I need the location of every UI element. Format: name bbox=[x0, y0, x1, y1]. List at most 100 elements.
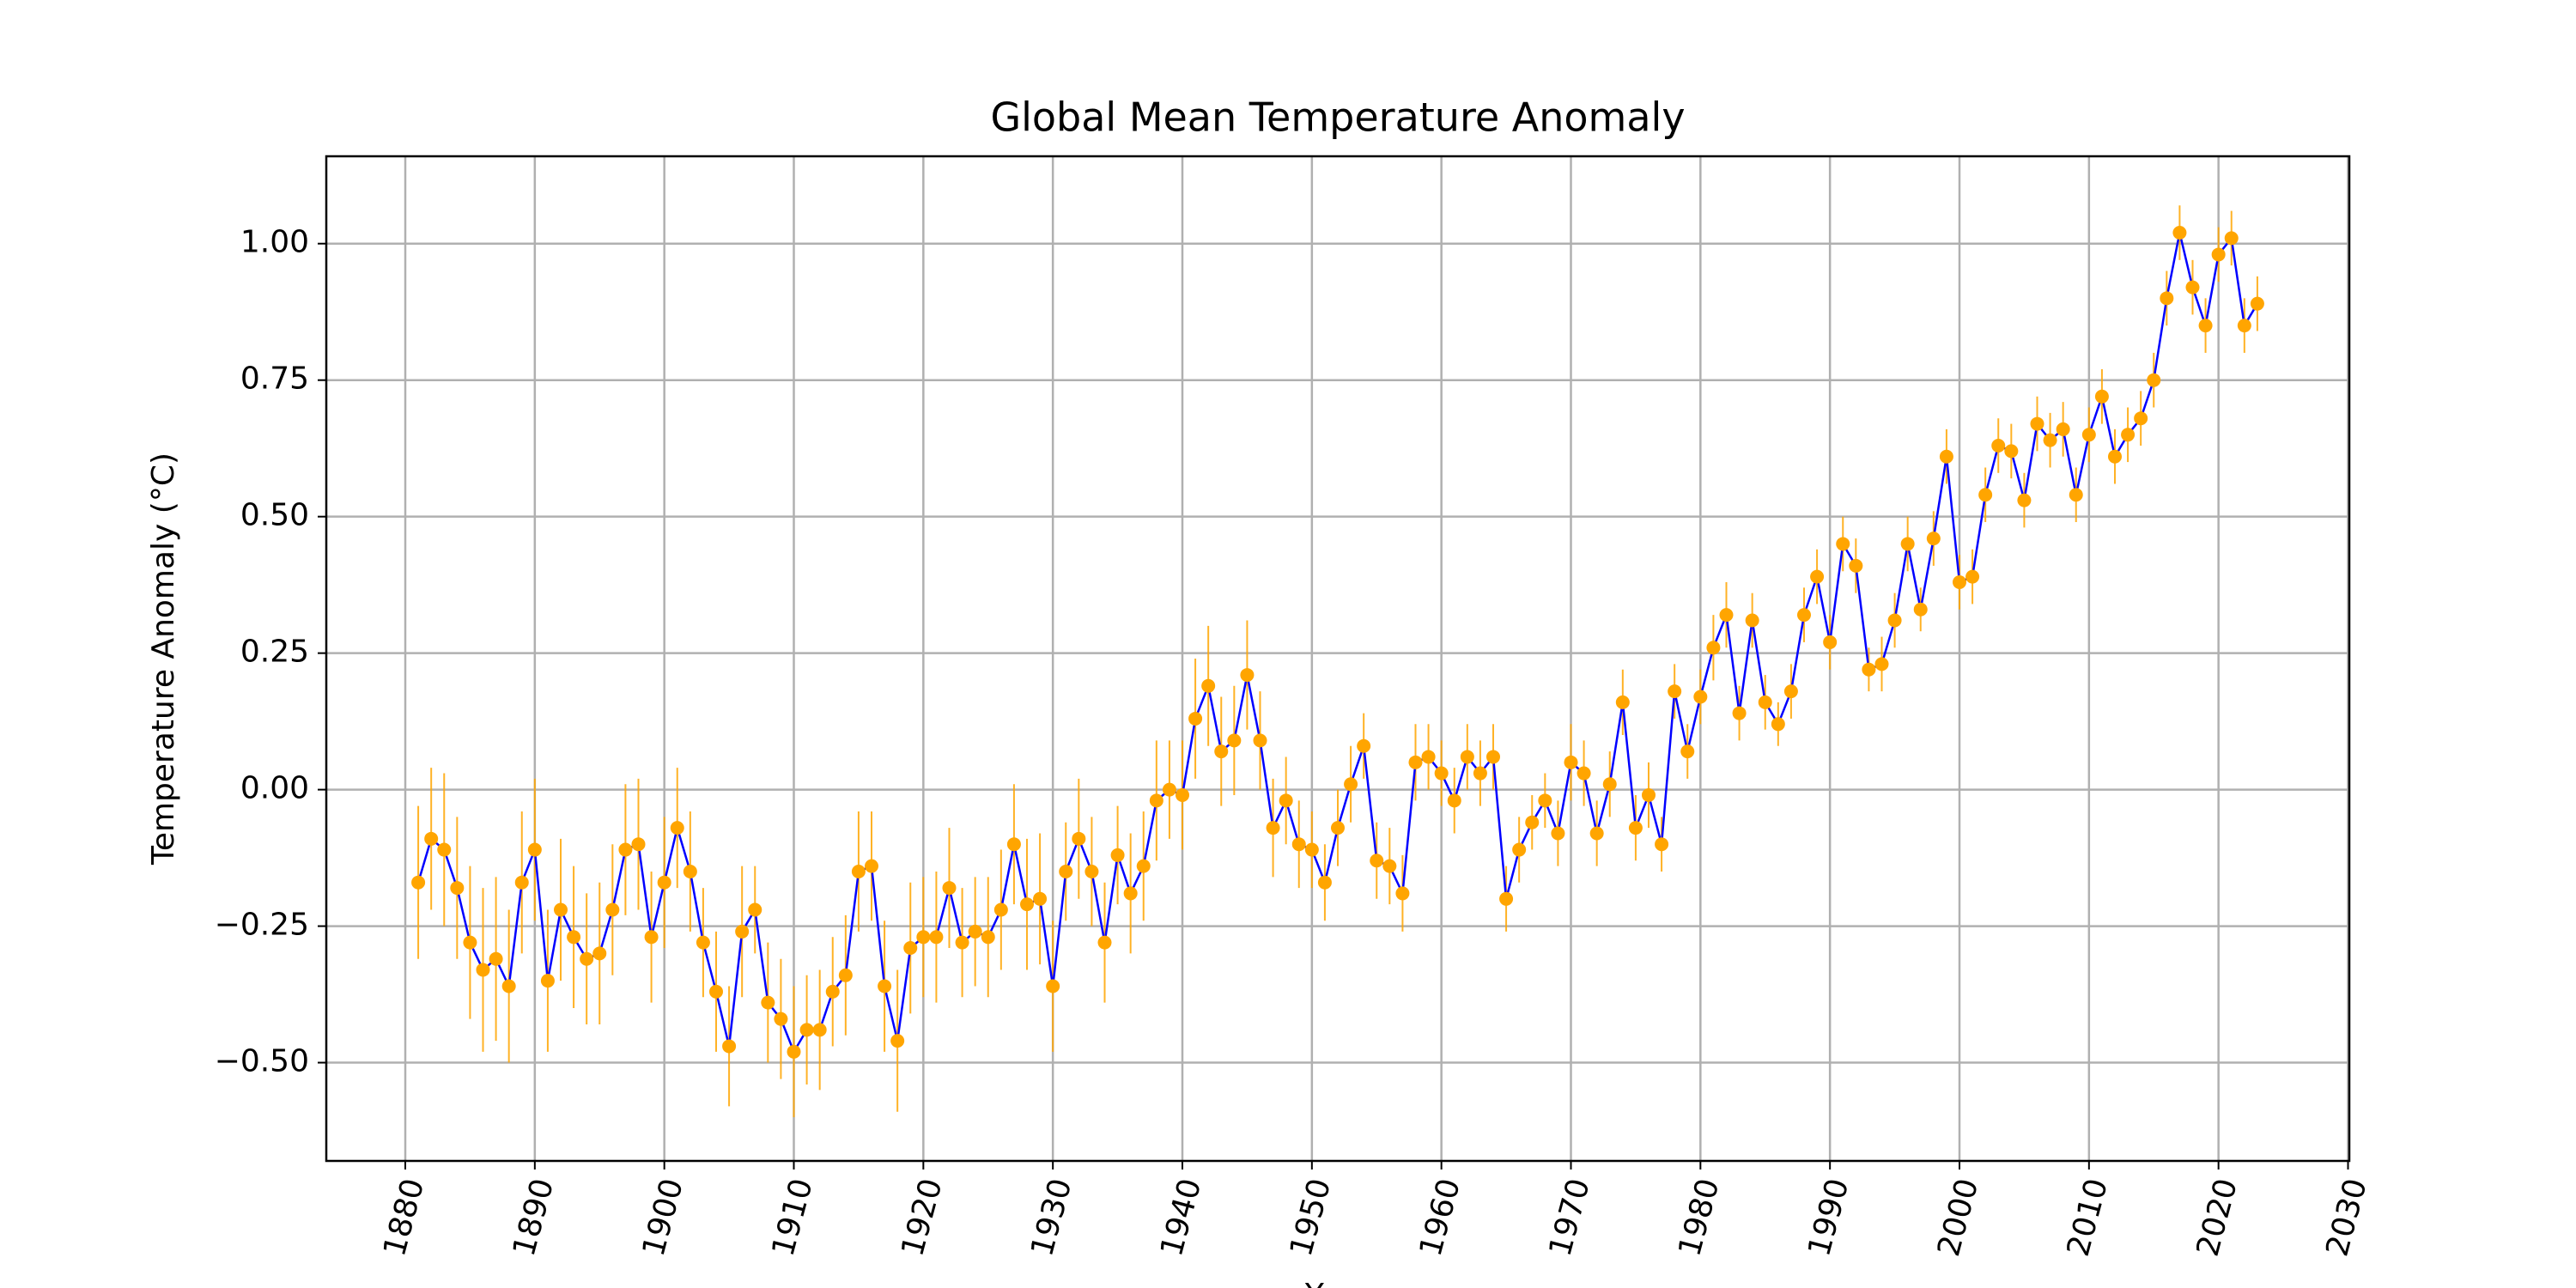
data-point bbox=[618, 842, 633, 857]
data-point bbox=[605, 902, 620, 917]
x-tick-label: 1960 bbox=[1413, 1175, 1467, 1260]
data-point bbox=[1874, 657, 1889, 671]
data-point bbox=[463, 935, 477, 950]
data-point bbox=[1214, 744, 1229, 759]
data-point bbox=[540, 974, 555, 988]
data-point bbox=[735, 924, 750, 939]
data-point bbox=[916, 930, 931, 945]
data-point bbox=[1525, 815, 1540, 829]
data-point bbox=[1162, 782, 1176, 797]
data-point bbox=[1745, 613, 1759, 628]
data-point bbox=[2134, 411, 2148, 426]
data-point bbox=[1279, 793, 1293, 808]
x-tick-label: 1910 bbox=[766, 1175, 820, 1260]
data-point bbox=[1810, 569, 1825, 584]
data-point bbox=[1188, 711, 1203, 726]
data-point bbox=[1434, 766, 1449, 781]
data-point bbox=[1136, 859, 1151, 873]
data-point bbox=[1370, 854, 1384, 868]
data-point bbox=[968, 924, 982, 939]
data-point bbox=[1499, 891, 1514, 906]
data-point bbox=[501, 979, 516, 993]
y-tick-label: 0.50 bbox=[240, 498, 309, 533]
data-point bbox=[580, 951, 594, 966]
data-point bbox=[1357, 738, 1371, 753]
data-point bbox=[527, 842, 542, 857]
data-point bbox=[1551, 826, 1565, 841]
data-point bbox=[1006, 837, 1021, 852]
x-tick-label: 1970 bbox=[1543, 1175, 1597, 1260]
data-point bbox=[1783, 684, 1798, 699]
data-point bbox=[489, 951, 503, 966]
data-point bbox=[1240, 668, 1255, 683]
data-point bbox=[1939, 449, 1953, 464]
data-point bbox=[1862, 662, 1876, 677]
data-point bbox=[2043, 433, 2057, 447]
data-point bbox=[2237, 319, 2251, 333]
y-tick-label: −0.50 bbox=[215, 1044, 309, 1079]
data-point bbox=[761, 995, 775, 1010]
data-point bbox=[554, 902, 568, 917]
data-point bbox=[1680, 744, 1695, 759]
data-point bbox=[838, 968, 853, 982]
data-point bbox=[1887, 613, 1902, 628]
data-point bbox=[1952, 574, 1966, 589]
data-point bbox=[2017, 493, 2032, 507]
y-axis-label: Temperature Anomaly (°C) bbox=[146, 453, 181, 866]
data-point bbox=[1059, 864, 1073, 878]
data-point bbox=[514, 875, 529, 890]
data-point bbox=[1913, 602, 1928, 617]
data-point bbox=[942, 881, 957, 896]
data-point bbox=[1344, 777, 1358, 792]
data-point bbox=[799, 1023, 814, 1037]
data-point bbox=[2250, 296, 2264, 311]
data-point bbox=[1097, 935, 1112, 950]
data-point bbox=[2185, 280, 2200, 295]
data-point bbox=[1304, 842, 1319, 857]
data-point bbox=[1602, 777, 1617, 792]
data-point bbox=[903, 941, 918, 956]
data-point bbox=[2172, 226, 2187, 240]
data-point bbox=[631, 837, 646, 852]
data-point bbox=[787, 1044, 801, 1059]
data-point bbox=[2121, 428, 2136, 442]
y-tick-label: 1.00 bbox=[240, 225, 309, 260]
data-point bbox=[657, 875, 671, 890]
data-point bbox=[1641, 787, 1656, 802]
data-point bbox=[709, 984, 724, 999]
data-point bbox=[1266, 821, 1280, 835]
data-point bbox=[1408, 755, 1423, 769]
data-point bbox=[2056, 422, 2070, 436]
data-point bbox=[1149, 793, 1163, 808]
data-point bbox=[683, 864, 697, 878]
data-point bbox=[2147, 373, 2161, 387]
x-tick-label: 2000 bbox=[1931, 1175, 1985, 1260]
x-tick-label: 1890 bbox=[507, 1175, 561, 1260]
data-point bbox=[812, 1023, 827, 1037]
x-tick-label: 1990 bbox=[1801, 1175, 1856, 1260]
y-tick-label: 0.75 bbox=[240, 361, 309, 397]
data-point bbox=[1796, 608, 1811, 623]
data-point bbox=[1046, 979, 1060, 993]
data-point bbox=[1110, 848, 1125, 862]
data-point bbox=[1706, 641, 1721, 655]
y-tick-label: 0.25 bbox=[240, 635, 309, 670]
data-point bbox=[1668, 684, 1682, 699]
data-point bbox=[955, 935, 969, 950]
data-point bbox=[1382, 859, 1397, 873]
data-point bbox=[929, 930, 944, 945]
data-point bbox=[2211, 247, 2226, 262]
data-point bbox=[1589, 826, 1604, 841]
data-point bbox=[981, 930, 995, 945]
data-point bbox=[1473, 766, 1487, 781]
data-point bbox=[592, 946, 607, 961]
data-point bbox=[437, 842, 452, 857]
data-point bbox=[774, 1012, 788, 1026]
data-point bbox=[1084, 864, 1099, 878]
data-point bbox=[2224, 231, 2239, 246]
data-point bbox=[411, 875, 426, 890]
x-tick-label: 1900 bbox=[636, 1175, 690, 1260]
data-point bbox=[2160, 291, 2174, 306]
data-point bbox=[2030, 416, 2044, 431]
x-tick-label: 2020 bbox=[2190, 1175, 2245, 1260]
